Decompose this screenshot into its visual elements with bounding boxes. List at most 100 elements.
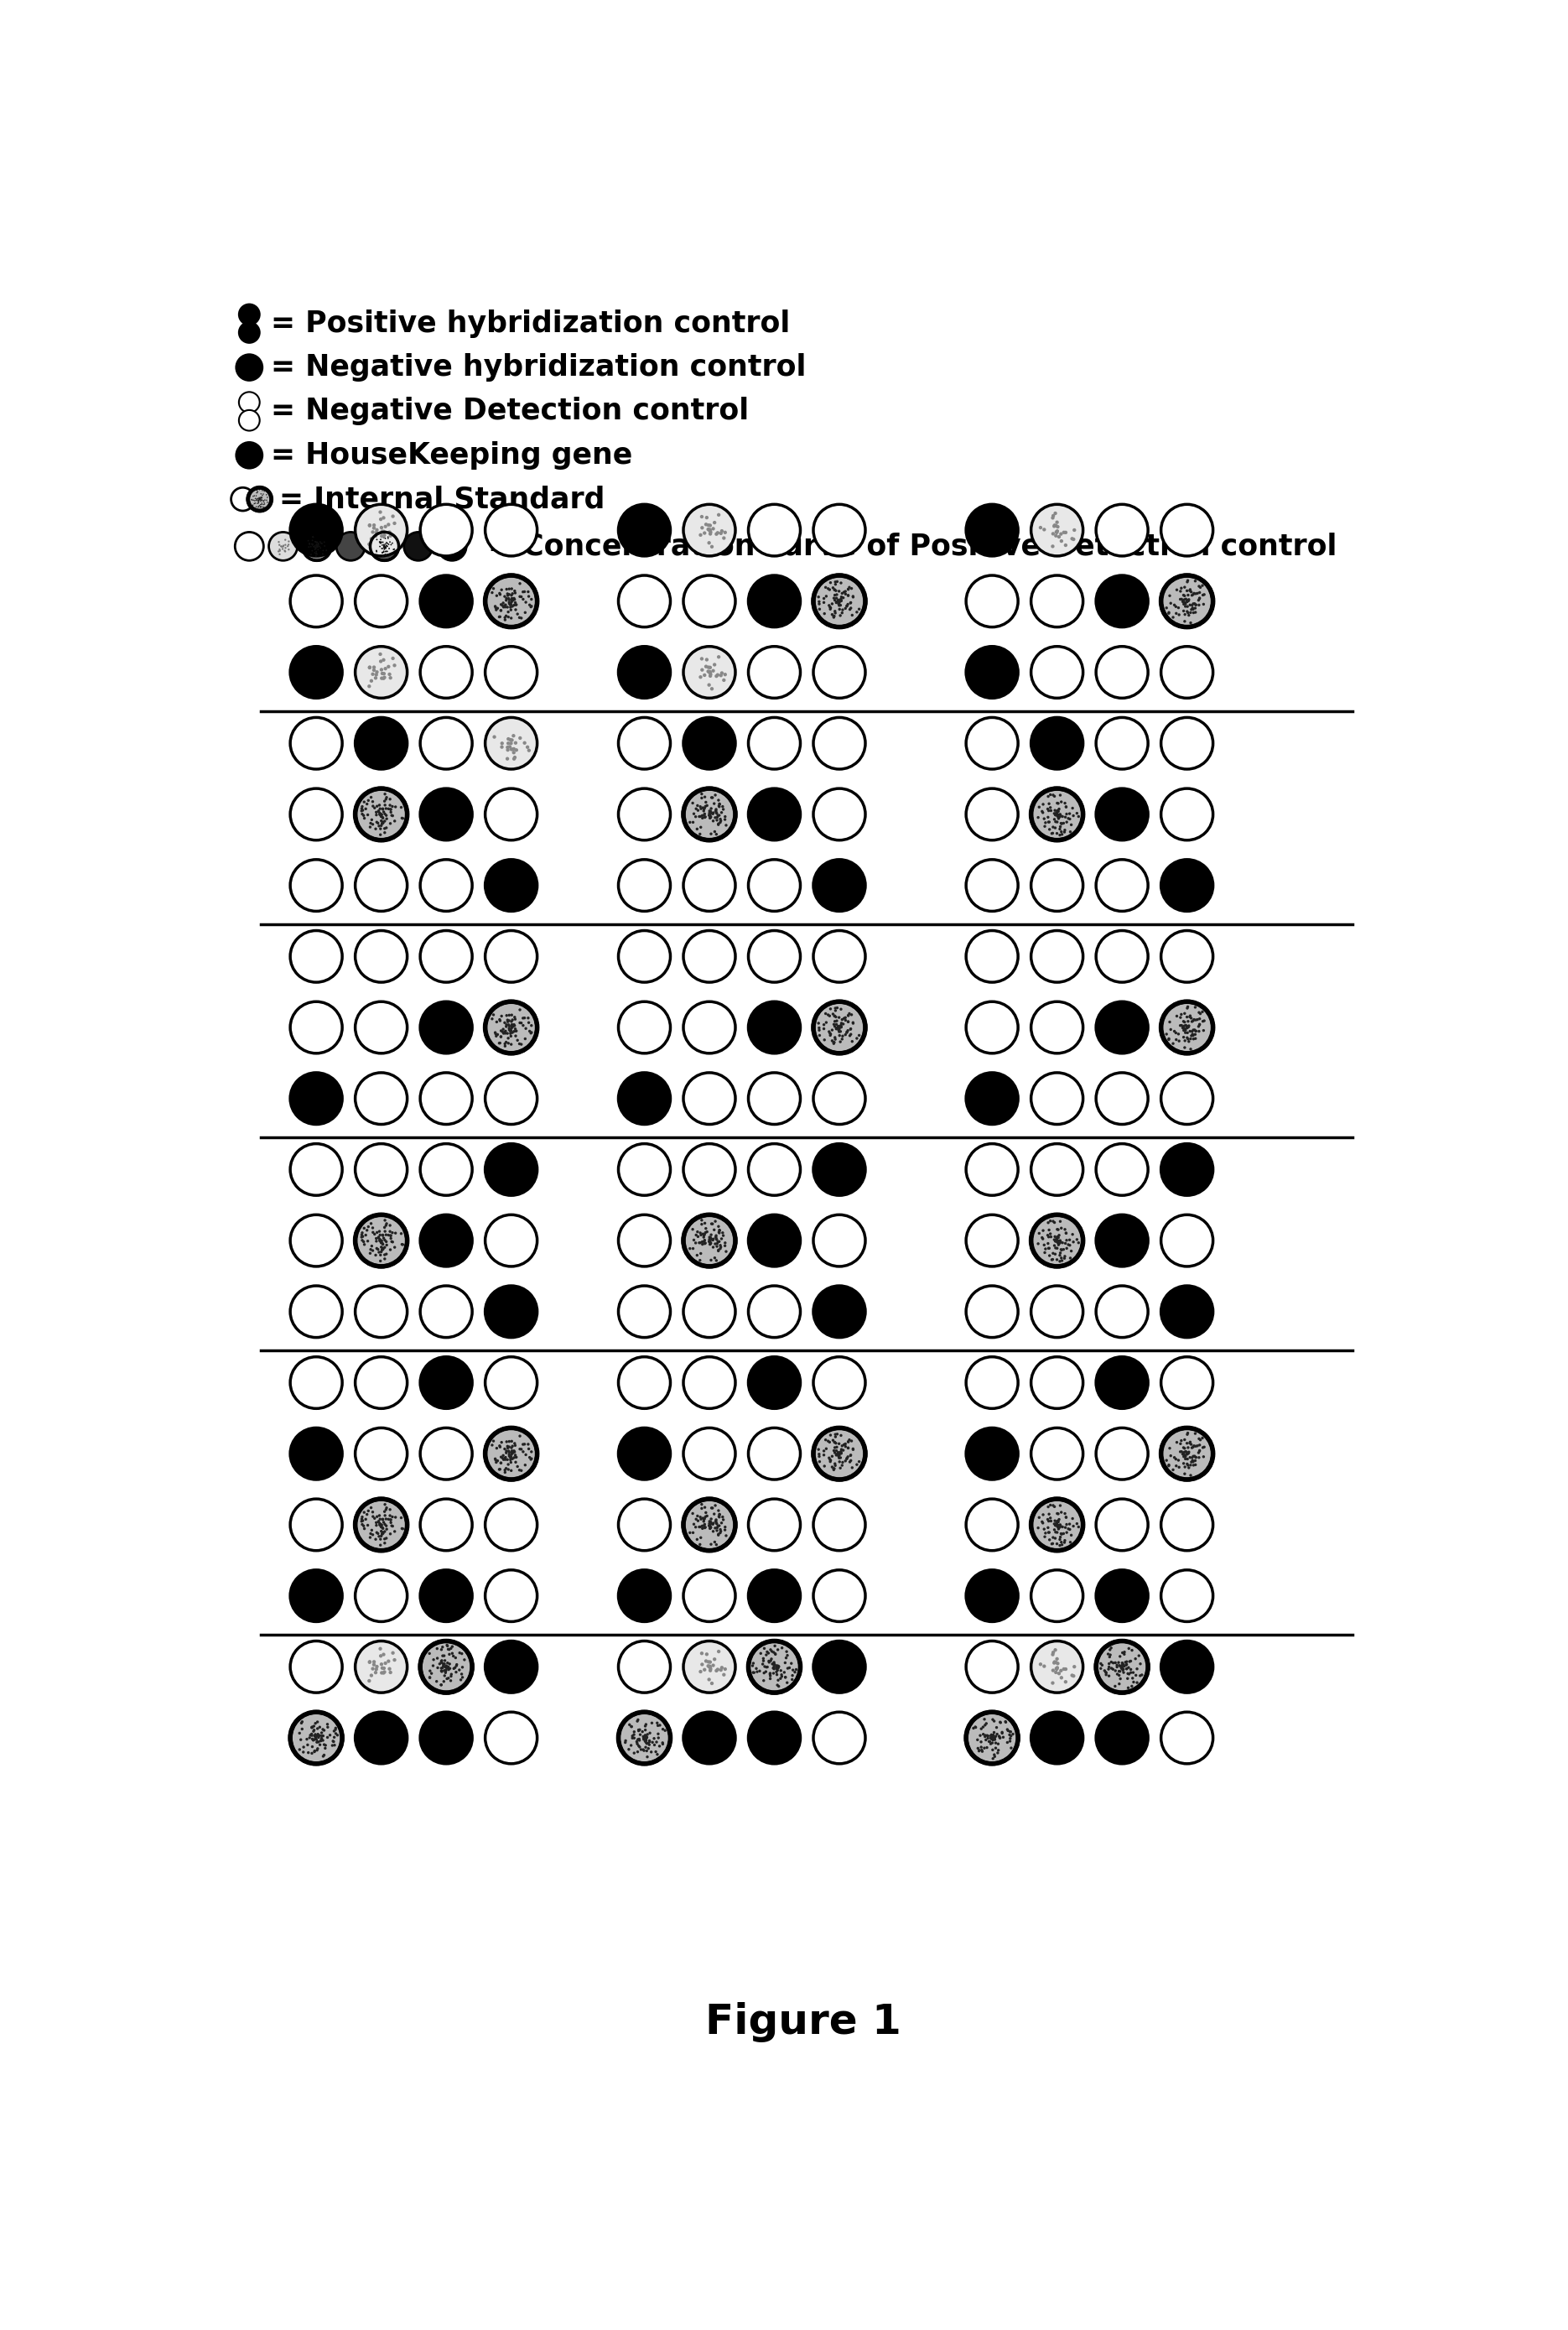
Circle shape [1052, 1535, 1055, 1538]
Circle shape [764, 1666, 767, 1668]
Circle shape [1065, 1233, 1068, 1235]
Circle shape [1055, 1521, 1058, 1524]
Circle shape [381, 1531, 384, 1533]
Circle shape [1168, 1021, 1171, 1023]
Circle shape [786, 1654, 789, 1657]
Circle shape [684, 1713, 735, 1764]
Circle shape [1043, 1244, 1046, 1247]
Circle shape [720, 673, 723, 678]
Circle shape [1057, 1244, 1060, 1247]
Circle shape [1105, 1673, 1107, 1675]
Circle shape [1071, 806, 1074, 809]
Circle shape [847, 1030, 850, 1032]
Circle shape [375, 673, 378, 676]
Circle shape [828, 1459, 831, 1461]
Circle shape [1170, 1028, 1173, 1030]
Circle shape [966, 1428, 1018, 1480]
Circle shape [1190, 1016, 1193, 1021]
Circle shape [444, 1666, 447, 1668]
Circle shape [1032, 1144, 1083, 1195]
Circle shape [508, 746, 511, 748]
Circle shape [773, 1664, 776, 1666]
Circle shape [1057, 1524, 1060, 1526]
Circle shape [1123, 1652, 1126, 1657]
Circle shape [1104, 1668, 1105, 1673]
Circle shape [1057, 1526, 1060, 1528]
Circle shape [290, 1498, 342, 1549]
Circle shape [1184, 585, 1185, 589]
Circle shape [709, 1240, 710, 1242]
Circle shape [699, 1251, 702, 1256]
Circle shape [1184, 606, 1187, 608]
Circle shape [420, 1002, 472, 1053]
Circle shape [698, 1542, 701, 1545]
Circle shape [379, 527, 383, 529]
Circle shape [400, 818, 403, 820]
Circle shape [630, 1724, 633, 1729]
Circle shape [702, 1233, 706, 1235]
Circle shape [312, 1738, 315, 1741]
Circle shape [367, 1510, 370, 1512]
Circle shape [829, 608, 831, 610]
Circle shape [710, 1517, 712, 1521]
Circle shape [502, 601, 505, 603]
Circle shape [1181, 599, 1182, 601]
Circle shape [1049, 1517, 1052, 1519]
Circle shape [384, 1524, 386, 1526]
Circle shape [695, 809, 698, 811]
Circle shape [1060, 1524, 1062, 1528]
Circle shape [511, 606, 514, 608]
Circle shape [699, 1517, 702, 1521]
Circle shape [840, 599, 842, 601]
Circle shape [521, 1021, 522, 1025]
Circle shape [834, 1021, 836, 1023]
Circle shape [776, 1685, 779, 1687]
Circle shape [1065, 1531, 1068, 1533]
Circle shape [983, 1736, 986, 1738]
Circle shape [704, 1505, 706, 1510]
Circle shape [840, 1023, 844, 1025]
Circle shape [618, 788, 671, 841]
Circle shape [1055, 1521, 1058, 1526]
Circle shape [1052, 524, 1055, 529]
Circle shape [1184, 1459, 1187, 1461]
Circle shape [1174, 1032, 1178, 1035]
Circle shape [707, 1666, 712, 1668]
Circle shape [510, 606, 511, 608]
Circle shape [505, 1456, 506, 1459]
Circle shape [318, 1727, 321, 1729]
Circle shape [1107, 1666, 1110, 1668]
Circle shape [713, 795, 717, 797]
Circle shape [1160, 1713, 1214, 1764]
Circle shape [1052, 1659, 1057, 1664]
Circle shape [1107, 1661, 1110, 1666]
Circle shape [494, 1459, 497, 1461]
Circle shape [1060, 1258, 1063, 1263]
Circle shape [519, 1009, 521, 1011]
Circle shape [1058, 1524, 1062, 1526]
Circle shape [699, 1242, 702, 1244]
Circle shape [1047, 1531, 1051, 1533]
Circle shape [1187, 1025, 1190, 1028]
Circle shape [709, 809, 710, 813]
Circle shape [1120, 1666, 1123, 1671]
Circle shape [420, 788, 472, 841]
Circle shape [699, 1526, 702, 1528]
Circle shape [1184, 1046, 1185, 1049]
Circle shape [814, 1713, 866, 1764]
Circle shape [386, 1223, 387, 1226]
Circle shape [704, 1230, 707, 1235]
Circle shape [506, 606, 510, 608]
Circle shape [506, 1037, 510, 1039]
Circle shape [699, 515, 704, 520]
Circle shape [966, 930, 1018, 983]
Circle shape [389, 797, 392, 802]
Circle shape [840, 1445, 844, 1447]
Circle shape [1055, 531, 1058, 534]
Circle shape [1096, 930, 1148, 983]
Circle shape [709, 811, 712, 813]
Circle shape [378, 1524, 381, 1526]
Circle shape [712, 1664, 715, 1668]
Circle shape [712, 820, 715, 822]
Circle shape [1140, 1673, 1143, 1675]
